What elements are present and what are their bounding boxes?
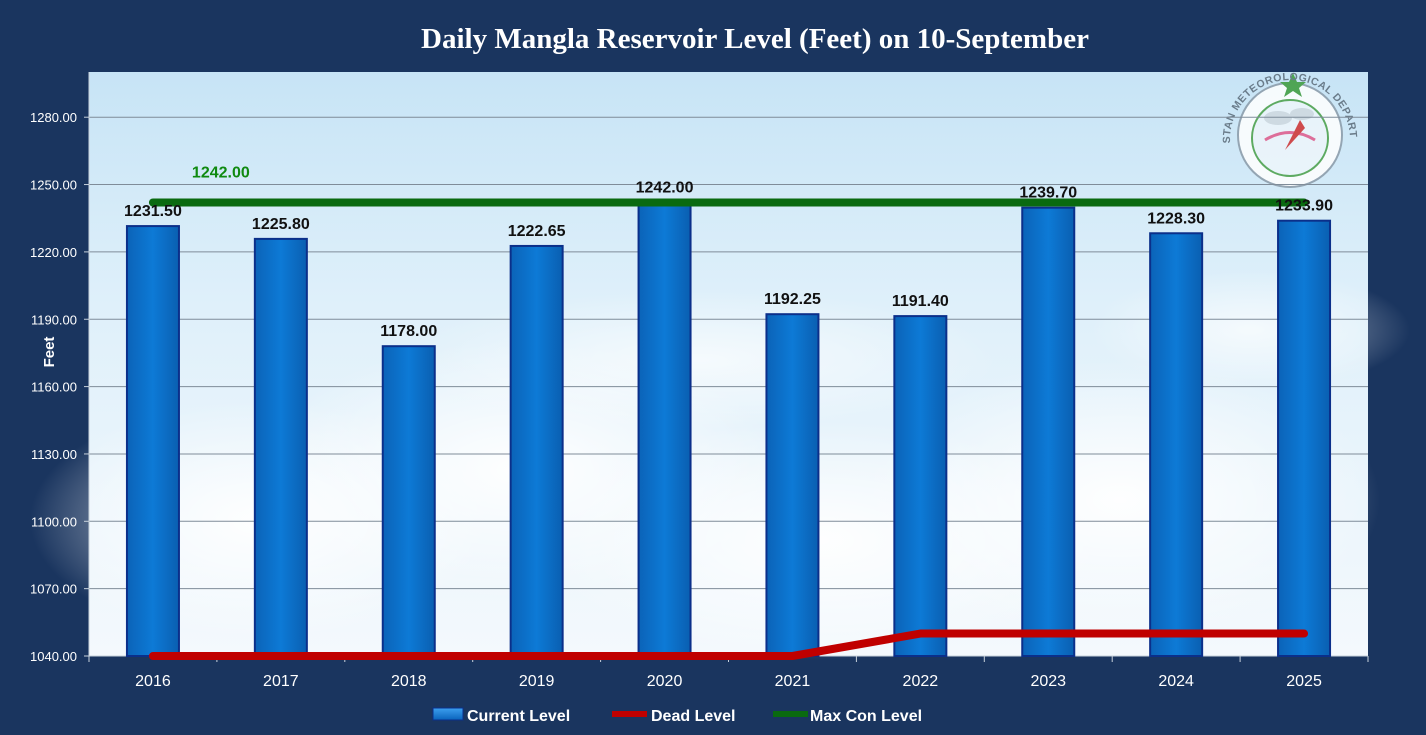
data-label-2024: 1228.30: [1147, 210, 1205, 227]
point-max-con-level-2025: [1301, 199, 1308, 206]
x-tick-label-2021: 2021: [775, 673, 811, 690]
data-label-2019: 1222.65: [508, 223, 566, 240]
x-tick-label-2020: 2020: [647, 673, 683, 690]
legend-label-dead-level: Dead Level: [651, 708, 735, 725]
legend-item-current-level: Current Level: [432, 707, 570, 725]
annotations: 1242.00: [192, 165, 250, 182]
line-dead-level: [148, 629, 1309, 660]
x-tick-label-2019: 2019: [519, 673, 555, 690]
bar-2025: [1277, 219, 1332, 658]
point-max-con-level-2024: [1173, 199, 1180, 206]
series-lines: [148, 198, 1309, 660]
data-labels: 1231.50 1225.80 1178.00 1222.65 1242.00 1192.…: [124, 180, 1333, 341]
x-tick-label-2018: 2018: [391, 673, 427, 690]
y-tick-label: 1130.00: [31, 447, 77, 462]
point-dead-level-2016: [149, 653, 156, 659]
data-label-2017: 1225.80: [252, 216, 310, 233]
legend: Current Level Dead Level Max Con Level: [432, 707, 922, 725]
bar-2022: [893, 315, 948, 657]
legend-item-max-con-level: Max Con Level: [773, 708, 922, 725]
bar-2024: [1149, 232, 1204, 657]
legend-label-current-level: Current Level: [467, 708, 570, 725]
y-tick-label: 1280.00: [30, 110, 77, 125]
point-dead-level-2019: [533, 653, 540, 659]
point-max-con-level-2017: [277, 199, 284, 206]
point-max-con-level-2023: [1045, 199, 1052, 206]
bar-2023: [1021, 206, 1076, 657]
y-tick-label: 1040.00: [30, 649, 77, 664]
bar-2021: [765, 313, 820, 657]
point-dead-level-2025: [1301, 630, 1308, 637]
legend-label-max-con-level: Max Con Level: [810, 708, 922, 725]
data-label-2025: 1233.90: [1275, 198, 1333, 215]
point-max-con-level-2021: [789, 199, 796, 206]
annotation-max-con-level: 1242.00: [192, 165, 250, 182]
x-tick-label-2017: 2017: [263, 673, 299, 690]
chart-title: Daily Mangla Reservoir Level (Feet) on 1…: [421, 23, 1089, 55]
bar-2016: [125, 225, 180, 658]
point-dead-level-2022: [917, 630, 924, 637]
point-max-con-level-2022: [917, 199, 924, 206]
y-tick-label: 1100.00: [31, 514, 77, 529]
y-tick-label: 1220.00: [30, 245, 77, 260]
y-tick-label: 1070.00: [30, 582, 77, 597]
y-axis-label: Feet: [41, 337, 58, 368]
point-max-con-level-2019: [533, 199, 540, 206]
y-tick-label: 1250.00: [30, 178, 77, 193]
x-tick-label-2025: 2025: [1286, 673, 1322, 690]
series-current-level: [125, 201, 1332, 658]
y-tick-label: 1190.00: [31, 312, 77, 327]
bar-2019: [509, 244, 564, 657]
bar-2020: [637, 201, 692, 657]
x-tick-label-2022: 2022: [903, 673, 939, 690]
point-dead-level-2023: [1045, 630, 1052, 637]
x-tick-label-2023: 2023: [1030, 673, 1066, 690]
bar-2018: [381, 345, 436, 657]
legend-item-dead-level: Dead Level: [612, 708, 735, 725]
point-dead-level-2018: [405, 653, 412, 659]
point-max-con-level-2018: [405, 199, 412, 206]
x-tick-label-2024: 2024: [1158, 673, 1194, 690]
data-label-2021: 1192.25: [764, 291, 821, 308]
legend-swatch-current-level: [432, 707, 464, 721]
y-axis: 1040.00 1070.00 1100.00 1130.00 1160.00 1190.…: [30, 72, 90, 664]
x-axis: 2016 2017 2018 2019 2020 2021 2022 2023 2024 2025: [88, 655, 1369, 690]
point-max-con-level-2016: [149, 199, 156, 206]
point-dead-level-2017: [277, 653, 284, 659]
point-dead-level-2020: [661, 653, 668, 659]
data-label-2016: 1231.50: [124, 203, 182, 220]
y-tick-label: 1160.00: [31, 380, 77, 395]
data-label-2022: 1191.40: [892, 293, 949, 310]
point-dead-level-2021: [789, 653, 796, 659]
data-label-2023: 1239.70: [1019, 185, 1077, 202]
point-dead-level-2024: [1173, 630, 1180, 637]
point-max-con-level-2020: [661, 199, 668, 206]
data-label-2020: 1242.00: [636, 180, 694, 197]
bar-2017: [253, 237, 308, 657]
data-label-2018: 1178.00: [380, 323, 437, 340]
x-tick-label-2016: 2016: [135, 673, 171, 690]
